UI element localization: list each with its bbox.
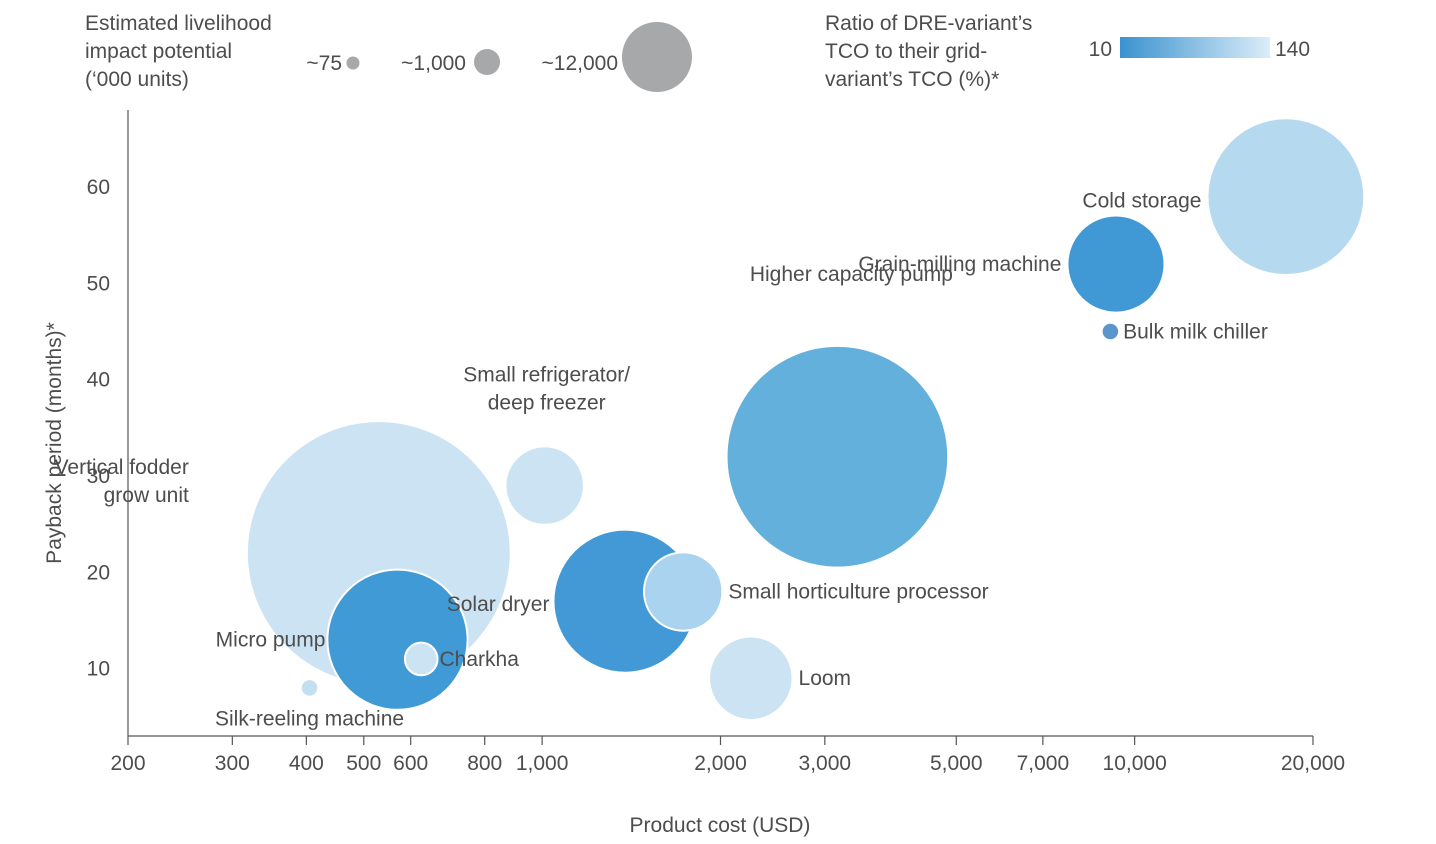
- bubble-silk-reeling-machine[interactable]: [299, 678, 320, 698]
- bubble-label-cold-storage: Cold storage: [1082, 190, 1201, 213]
- bubble-label-loom: Loom: [799, 667, 852, 690]
- x-tick-label: 800: [467, 752, 502, 775]
- bubble-micro-pump[interactable]: [326, 568, 469, 711]
- size-legend-title-line-3: (‘000 units): [85, 68, 189, 91]
- x-tick-label: 5,000: [930, 752, 983, 775]
- y-tick-label: 40: [87, 369, 110, 392]
- x-tick-label: 10,000: [1103, 752, 1167, 775]
- labels-layer: Cold storage Grain-milling machine Bulk mi…: [55, 190, 1268, 731]
- bubble-label-vertical-fodder-grow-unit: Vertical fodder: [55, 456, 189, 479]
- size-legend-title-line-2: impact potential: [85, 40, 232, 63]
- x-tick-label: 400: [289, 752, 324, 775]
- y-axis-title: Payback period (months)*: [43, 322, 66, 564]
- x-axis-title: Product cost (USD): [630, 814, 811, 837]
- size-legend-bubble-small: [346, 56, 360, 70]
- x-tick-label: 3,000: [799, 752, 852, 775]
- bubble-label-micro-pump: Micro pump: [216, 629, 326, 652]
- bubble-label-higher-capacity-pump: Higher capacity pump: [750, 263, 953, 286]
- bubble-label-charkha: Charkha: [440, 648, 520, 671]
- y-tick-label: 50: [87, 272, 110, 295]
- size-legend-title-line-1: Estimated livelihood: [85, 12, 272, 35]
- size-legend-label-medium: ~1,000: [401, 52, 466, 75]
- size-legend-label-small: ~75: [306, 52, 342, 75]
- x-tick-label: 7,000: [1017, 752, 1070, 775]
- bubble-label-small-refrigerator-deep-freezer: deep freezer: [488, 391, 606, 414]
- y-tick-label: 10: [87, 658, 110, 681]
- x-tick-label: 200: [110, 752, 145, 775]
- bubble-label-bulk-milk-chiller: Bulk milk chiller: [1123, 321, 1268, 344]
- color-legend-max-label: 140: [1275, 38, 1310, 61]
- size-legend-bubble-large: [622, 22, 692, 92]
- x-tick-label: 1,000: [516, 752, 569, 775]
- color-legend-title-line-3: variant’s TCO (%)*: [825, 68, 999, 91]
- bubble-grain-milling-machine[interactable]: [1066, 214, 1166, 314]
- size-legend-bubble-medium: [474, 49, 500, 75]
- bubble-small-horticulture-processor[interactable]: [642, 551, 724, 632]
- bubble-label-silk-reeling-machine: Silk-reeling machine: [215, 708, 404, 731]
- y-tick-label: 20: [87, 561, 110, 584]
- color-legend-title-line-1: Ratio of DRE-variant’s: [825, 12, 1032, 35]
- color-legend-title-line-2: TCO to their grid-: [825, 40, 987, 63]
- size-legend-label-large: ~12,000: [542, 52, 619, 75]
- x-axis-ticks: 200 300 400 500 600 800 1,000 2,000 3,000 5,000 7,…: [110, 736, 1345, 775]
- x-tick-label: 600: [393, 752, 428, 775]
- x-tick-label: 20,000: [1281, 752, 1345, 775]
- color-legend: Ratio of DRE-variant’s TCO to their grid…: [825, 12, 1310, 91]
- y-tick-label: 60: [87, 176, 110, 199]
- bubble-label-small-refrigerator-deep-freezer: Small refrigerator/: [463, 363, 630, 386]
- x-tick-label: 300: [215, 752, 250, 775]
- bubble-label-small-horticulture-processor: Small horticulture processor: [728, 581, 988, 604]
- x-tick-label: 2,000: [694, 752, 747, 775]
- bubble-higher-capacity-pump[interactable]: [725, 344, 950, 569]
- bubble-label-vertical-fodder-grow-unit: grow unit: [104, 484, 189, 507]
- bubble-cold-storage[interactable]: [1206, 117, 1366, 277]
- y-tick-label: 30: [87, 465, 110, 488]
- color-legend-min-label: 10: [1089, 38, 1112, 61]
- bubble-label-grain-milling-machine: Grain-milling machine: [858, 253, 1061, 276]
- y-axis-ticks: 10 20 30 40 50 60: [87, 176, 110, 681]
- bubble-label-solar-dryer: Solar dryer: [447, 593, 550, 616]
- x-tick-label: 500: [346, 752, 381, 775]
- bubble-loom[interactable]: [708, 635, 794, 721]
- color-legend-gradient-bar: [1120, 37, 1270, 58]
- bubble-bulk-milk-chiller[interactable]: [1100, 321, 1121, 342]
- bubbles-layer: [245, 117, 1366, 721]
- size-legend: Estimated livelihood impact potential (‘…: [85, 12, 692, 92]
- bubble-charkha[interactable]: [403, 641, 439, 677]
- bubble-small-refrigerator-deep-freezer[interactable]: [504, 445, 585, 526]
